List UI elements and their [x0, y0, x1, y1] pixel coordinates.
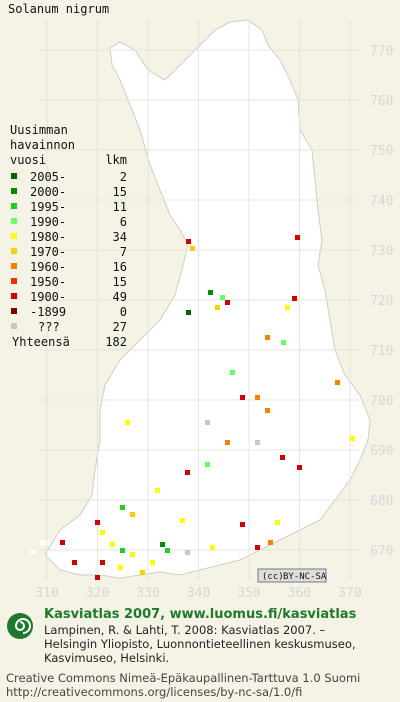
legend-swatch	[11, 218, 17, 224]
y-label: 760	[370, 94, 393, 109]
legend-count: 0	[120, 305, 127, 319]
badge-cc: (cc)	[262, 572, 284, 582]
legend-label: 1970-	[30, 245, 66, 259]
legend-swatch	[11, 173, 17, 179]
legend-count: 16	[113, 260, 127, 274]
legend-count: 15	[113, 185, 127, 199]
x-label: 310	[35, 586, 58, 601]
legend-label: 2005-	[30, 170, 66, 184]
legend-label: -1899	[30, 305, 66, 319]
x-label: 370	[338, 586, 361, 601]
brand: Kasviatlas 2007, www.luomus.fi/kasviatla…	[44, 607, 357, 622]
legend-swatch	[11, 233, 17, 239]
legend-swatch	[11, 203, 17, 209]
map-title: Solanum nigrum	[8, 2, 109, 16]
legend-label: 1990-	[30, 215, 66, 229]
legend-header: havainnon	[10, 138, 75, 152]
legend-swatch	[11, 308, 17, 314]
legend-swatch	[11, 293, 17, 299]
y-label: 710	[370, 344, 393, 359]
legend-swatch	[11, 188, 17, 194]
citation-line: Kasvimuseo, Helsinki.	[44, 651, 169, 665]
x-label: 340	[187, 586, 210, 601]
observation-dots	[60, 235, 355, 580]
legend-swatch	[11, 263, 17, 269]
legend-swatch	[11, 278, 17, 284]
y-label: 730	[370, 244, 393, 259]
legend-count: 34	[113, 230, 127, 244]
y-label: 670	[370, 544, 393, 559]
badge-text: BY-NC-SA	[283, 572, 327, 582]
legend-label: ???	[38, 320, 60, 334]
legend-count: 2	[120, 170, 127, 184]
legend-label: 1950-	[30, 275, 66, 289]
y-label: 770	[370, 44, 393, 59]
legend-header: vuosi	[10, 153, 46, 167]
legend-label: 1900-	[30, 290, 66, 304]
legend-label: 2000-	[30, 185, 66, 199]
legend-count: 6	[120, 215, 127, 229]
y-label: 720	[370, 294, 393, 309]
legend-count: 49	[113, 290, 127, 304]
legend-count: 7	[120, 245, 127, 259]
y-label: 750	[370, 144, 393, 159]
legend-label: 1980-	[30, 230, 66, 244]
y-label: 690	[370, 444, 393, 459]
y-label: 740	[370, 194, 393, 209]
x-label: 360	[288, 586, 311, 601]
legend-swatch	[11, 323, 17, 329]
legend-label: 1960-	[30, 260, 66, 274]
license-badge: (cc) BY-NC-SA	[257, 568, 327, 583]
y-label: 700	[370, 394, 393, 409]
citation-line: Helsingin Yliopisto, Luonnontieteellinen…	[44, 637, 356, 651]
legend-count: 27	[113, 320, 127, 334]
legend-count: 11	[113, 200, 127, 214]
license-line: Creative Commons Nimeä-Epäkaupallinen-Ta…	[6, 671, 360, 685]
legend-header: Uusimman	[10, 123, 68, 137]
legend-header: lkm	[105, 153, 127, 167]
finland-outline	[44, 19, 371, 579]
logo	[7, 613, 33, 639]
citation-line: Lampinen, R. & Lahti, T. 2008: Kasviatla…	[44, 623, 326, 637]
legend-swatch	[11, 248, 17, 254]
license-line: http://creativecommons.org/licenses/by-n…	[6, 685, 302, 699]
x-label: 330	[136, 586, 159, 601]
x-label: 320	[86, 586, 109, 601]
y-label: 680	[370, 494, 393, 509]
x-label: 350	[237, 586, 260, 601]
total-label: Yhteensä	[12, 335, 70, 349]
legend-label: 1995-	[30, 200, 66, 214]
legend-count: 15	[113, 275, 127, 289]
total-count: 182	[105, 335, 127, 349]
